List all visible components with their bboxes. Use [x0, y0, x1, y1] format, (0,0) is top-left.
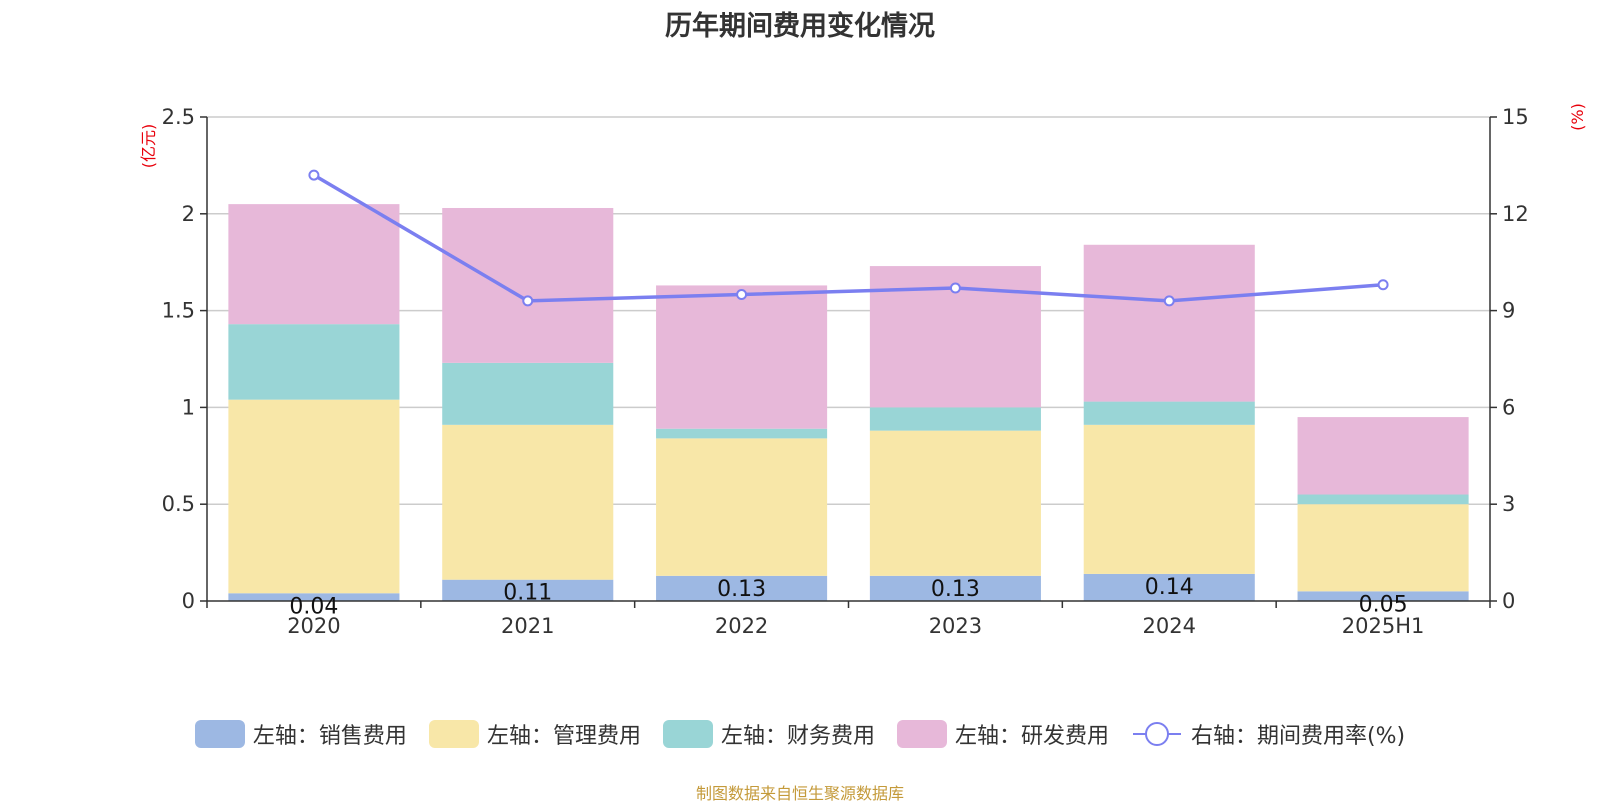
rate-point [308, 169, 320, 181]
rate-point [1163, 295, 1175, 307]
right-axis-tick-label: 12 [1502, 202, 1529, 226]
source-note: 制图数据来自恒生聚源数据库 [695, 784, 904, 803]
legend-item[interactable]: 左轴：管理费用 [428, 718, 641, 750]
data-label: 0.13 [717, 577, 766, 602]
left-axis-unit: (亿元) [139, 124, 158, 169]
rate-point [1377, 279, 1389, 291]
bar-segment [228, 204, 400, 325]
bar-segment [656, 285, 828, 429]
axes: 0 0.5 1 1.5 2 2.5 0 3 6 9 12 15 2020 2021 2022 2023 2024… [139, 103, 1587, 638]
left-axis-tick-label: 0.5 [162, 492, 195, 516]
bar-segment [442, 579, 614, 601]
rate-line-layer [308, 169, 1389, 307]
legend-item[interactable]: 左轴：研发费用 [896, 718, 1109, 750]
bar-segment [1297, 591, 1469, 601]
rate-point [522, 295, 534, 307]
x-axis-tick-label: 2024 [1143, 614, 1196, 638]
bar-segment [442, 362, 614, 425]
right-axis-unit: (%) [1568, 103, 1587, 131]
data-label: 0.14 [1145, 575, 1194, 600]
bar-segment [442, 424, 614, 580]
legend-label: 左轴：研发费用 [954, 724, 1109, 749]
legend-label: 左轴：销售费用 [252, 724, 407, 749]
bar-segment [656, 575, 828, 601]
right-axis-tick-label: 6 [1502, 395, 1515, 419]
bar-segment [228, 324, 400, 400]
left-axis-tick-label: 2 [182, 202, 195, 226]
data-label: 0.04 [289, 594, 338, 619]
right-axis-tick-label: 15 [1502, 105, 1529, 129]
bar-segment [1083, 573, 1255, 601]
legend-label: 左轴：管理费用 [486, 724, 641, 749]
legend-swatch [662, 720, 713, 748]
rate-line [313, 173, 1384, 303]
right-axis-tick-label: 9 [1502, 299, 1515, 323]
bar-segment [228, 593, 400, 601]
bar-segment [1083, 401, 1255, 425]
legend-line-marker-icon [1132, 722, 1181, 746]
grid-lines [207, 116, 1490, 505]
bar-segment [656, 428, 828, 439]
chart-title: 历年期间费用变化情况 [665, 11, 935, 42]
data-label: 0.13 [931, 577, 980, 602]
chart-plot: 0 0.5 1 1.5 2 2.5 0 3 6 9 12 15 2020 2021 2022 2023 2024… [139, 103, 1587, 638]
legend-label: 右轴：期间费用率(%) [1190, 724, 1406, 749]
bar-segment [1083, 244, 1255, 402]
bar-segment [869, 430, 1041, 576]
legend-swatch [428, 720, 479, 748]
legend-swatch [896, 720, 947, 748]
left-axis-tick-label: 1.5 [162, 299, 195, 323]
legend: 左轴：销售费用 左轴：管理费用 左轴：财务费用 左轴：研发费用 右轴：期间费用率(%) [0, 718, 1600, 750]
bar-segment [228, 399, 400, 594]
data-label-layer: 0.04 0.11 0.13 0.13 0.14 0.05 [289, 575, 1407, 619]
bar-layer [228, 204, 1469, 601]
bar-segment [1297, 417, 1469, 495]
legend-label: 左轴：财务费用 [720, 724, 875, 749]
left-axis-tick-label: 2.5 [162, 105, 195, 129]
legend-item[interactable]: 左轴：财务费用 [662, 718, 875, 750]
x-axis-tick-label: 2021 [501, 614, 554, 638]
rate-point [736, 288, 748, 300]
left-axis-tick-label: 1 [182, 395, 195, 419]
x-axis-tick-label: 2023 [929, 614, 982, 638]
legend-item[interactable]: 左轴：销售费用 [194, 718, 407, 750]
data-label: 0.05 [1359, 592, 1408, 617]
left-axis-tick-label: 0 [182, 589, 195, 613]
bar-segment [442, 207, 614, 363]
bar-segment [1083, 424, 1255, 574]
legend-item[interactable]: 右轴：期间费用率(%) [1131, 718, 1405, 750]
rate-point [949, 282, 961, 294]
x-axis-tick-label: 2025H1 [1342, 614, 1425, 638]
bar-segment [1297, 504, 1469, 592]
x-axis-tick-label: 2020 [287, 614, 340, 638]
bar-segment [1297, 494, 1469, 505]
bar-segment [656, 438, 828, 576]
x-axis-tick-label: 2022 [715, 614, 768, 638]
bar-segment [869, 575, 1041, 601]
bar-segment [869, 407, 1041, 431]
legend-swatch [194, 720, 245, 748]
right-axis-tick-label: 3 [1502, 492, 1515, 516]
data-label: 0.11 [503, 581, 552, 606]
right-axis-tick-label: 0 [1502, 589, 1515, 613]
